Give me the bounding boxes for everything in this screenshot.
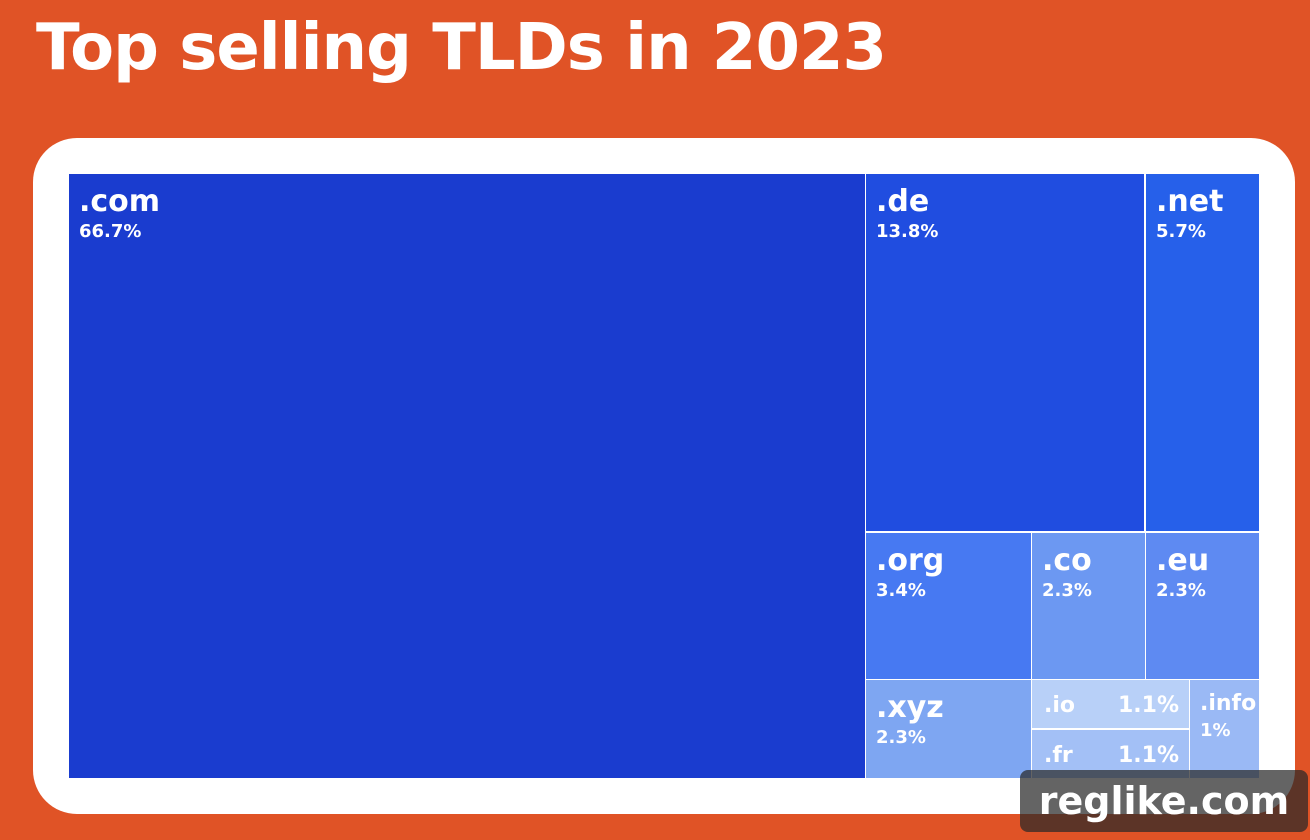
treemap-rect-eu <box>1146 533 1259 679</box>
tile-value-net: 5.7% <box>1156 221 1206 242</box>
watermark-logo: reglike.com <box>1020 770 1308 832</box>
treemap-rect-xyz <box>866 680 1031 778</box>
tile-label-xyz: .xyz <box>876 690 944 725</box>
tile-value-eu: 2.3% <box>1156 580 1206 601</box>
tile-label-io: .io <box>1044 693 1075 718</box>
treemap-rect-net <box>1146 174 1259 531</box>
tile-label-fr: .fr <box>1044 743 1073 768</box>
treemap-rect-com <box>69 174 865 778</box>
chart-title: Top selling TLDs in 2023 <box>36 11 887 85</box>
tile-label-net: .net <box>1156 184 1223 219</box>
tile-label-co: .co <box>1042 543 1092 578</box>
treemap-chart: .com66.7%.de13.8%.net5.7%.org3.4%.co2.3%… <box>69 174 1259 778</box>
treemap-rect-info <box>1190 680 1259 778</box>
tile-label-de: .de <box>876 184 929 219</box>
treemap-rect-org <box>866 533 1031 679</box>
treemap-tile-co: .co2.3% <box>1032 533 1145 679</box>
treemap-rect-de <box>866 174 1144 531</box>
tile-label-com: .com <box>79 184 160 219</box>
tile-label-info: .info <box>1200 691 1256 716</box>
tile-value-io: 1.1% <box>1118 693 1179 718</box>
tile-value-xyz: 2.3% <box>876 727 926 748</box>
treemap-tile-io: .io 1.1% <box>1032 680 1189 728</box>
treemap-tile-eu: .eu2.3% <box>1146 533 1259 679</box>
treemap-tile-info: .info 1% <box>1190 680 1259 778</box>
tile-value-info: 1% <box>1200 720 1231 741</box>
tile-value-co: 2.3% <box>1042 580 1092 601</box>
tile-value-fr: 1.1% <box>1118 743 1179 768</box>
tile-label-org: .org <box>876 543 944 578</box>
tile-value-org: 3.4% <box>876 580 926 601</box>
treemap-rect-co <box>1032 533 1145 679</box>
chart-card: .com 66.7% .de 13.8% .net 5.7% .org 3.4% .co 2.3%… <box>33 138 1295 814</box>
tile-value-com: 66.7% <box>79 221 141 242</box>
tile-value-de: 13.8% <box>876 221 938 242</box>
tile-label-eu: .eu <box>1156 543 1209 578</box>
treemap-rect-io <box>1032 680 1189 728</box>
